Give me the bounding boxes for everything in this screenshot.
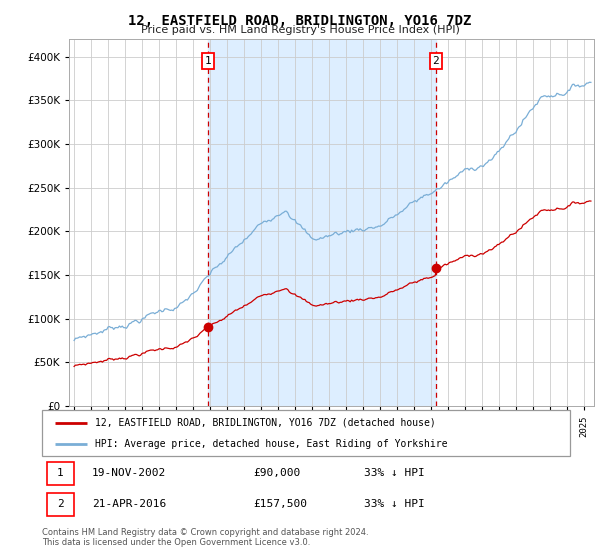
Text: 33% ↓ HPI: 33% ↓ HPI xyxy=(364,500,425,509)
Text: 1: 1 xyxy=(205,56,211,66)
Text: 19-NOV-2002: 19-NOV-2002 xyxy=(92,468,166,478)
FancyBboxPatch shape xyxy=(42,410,570,456)
Text: 12, EASTFIELD ROAD, BRIDLINGTON, YO16 7DZ (detached house): 12, EASTFIELD ROAD, BRIDLINGTON, YO16 7D… xyxy=(95,418,436,428)
Bar xyxy=(208,39,436,406)
Text: 2: 2 xyxy=(433,56,439,66)
Text: 1: 1 xyxy=(57,468,64,478)
FancyBboxPatch shape xyxy=(47,462,74,484)
Text: £157,500: £157,500 xyxy=(253,500,307,509)
Text: £90,000: £90,000 xyxy=(253,468,301,478)
Text: Contains HM Land Registry data © Crown copyright and database right 2024.
This d: Contains HM Land Registry data © Crown c… xyxy=(42,528,368,547)
Text: 21-APR-2016: 21-APR-2016 xyxy=(92,500,166,509)
Text: 33% ↓ HPI: 33% ↓ HPI xyxy=(364,468,425,478)
Text: HPI: Average price, detached house, East Riding of Yorkshire: HPI: Average price, detached house, East… xyxy=(95,439,448,449)
Text: Price paid vs. HM Land Registry's House Price Index (HPI): Price paid vs. HM Land Registry's House … xyxy=(140,25,460,35)
FancyBboxPatch shape xyxy=(47,493,74,516)
Text: 2: 2 xyxy=(57,500,64,509)
Text: 12, EASTFIELD ROAD, BRIDLINGTON, YO16 7DZ: 12, EASTFIELD ROAD, BRIDLINGTON, YO16 7D… xyxy=(128,14,472,28)
